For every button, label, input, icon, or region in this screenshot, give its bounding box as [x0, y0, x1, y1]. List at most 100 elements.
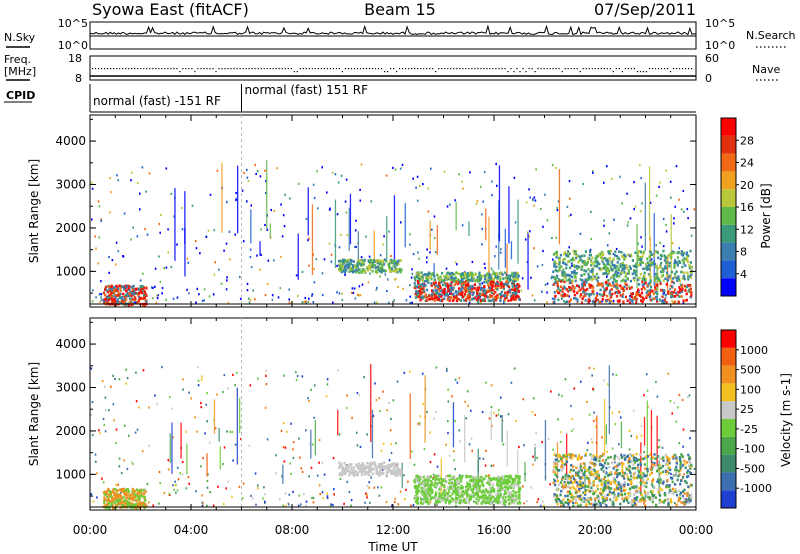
echo-cell	[466, 483, 470, 486]
echo-cell	[640, 236, 642, 239]
echo-cell	[551, 275, 553, 278]
echo-cell	[510, 297, 513, 300]
echo-cell	[312, 183, 315, 186]
echo-cell	[257, 484, 259, 487]
echo-cell	[475, 485, 478, 489]
echo-cell	[511, 493, 514, 497]
echo-cell	[115, 241, 118, 244]
echo-cell	[102, 417, 105, 421]
echo-cell	[590, 275, 593, 279]
echo-cell	[122, 285, 126, 289]
echo-cell	[380, 270, 383, 274]
echo-streak	[603, 398, 606, 456]
echo-cell	[690, 265, 693, 269]
echo-cell	[587, 298, 590, 301]
freq-dot	[414, 68, 416, 70]
echo-cell	[466, 390, 469, 393]
echo-streak	[219, 446, 221, 470]
echo-streak	[452, 402, 455, 448]
echo-cell	[429, 479, 432, 483]
echo-cell	[378, 397, 380, 400]
echo-cell	[579, 466, 582, 469]
echo-cell	[633, 208, 635, 211]
echo-cell	[656, 300, 659, 303]
echo-cell	[678, 286, 681, 289]
echo-cell	[436, 474, 439, 478]
echo-cell	[132, 284, 135, 288]
echo-cell	[117, 499, 120, 503]
echo-streak	[370, 363, 372, 442]
echo-cell	[372, 462, 375, 465]
echo-cell	[480, 495, 483, 499]
echo-cell	[607, 260, 610, 263]
echo-cell	[354, 245, 356, 248]
echo-cell	[172, 436, 174, 439]
echo-cell	[395, 267, 398, 271]
echo-cell	[113, 488, 116, 491]
echo-cell	[432, 477, 435, 481]
echo-cell	[341, 292, 343, 295]
freq-dot	[528, 68, 530, 70]
echo-cell	[642, 298, 645, 301]
echo-cell	[427, 486, 430, 490]
echo-cell	[489, 477, 492, 480]
echo-cell	[608, 493, 611, 496]
echo-cell	[176, 466, 179, 469]
echo-cell	[667, 276, 670, 279]
echo-cell	[430, 282, 433, 285]
echo-cell	[99, 300, 101, 303]
echo-cell	[139, 288, 142, 291]
echo-cell	[518, 481, 521, 484]
echo-cell	[502, 503, 504, 506]
echo-cell	[321, 491, 324, 494]
echo-cell	[118, 295, 121, 298]
echo-cell	[507, 487, 510, 490]
echo-streak	[349, 193, 352, 245]
echo-cell	[375, 288, 378, 291]
echo-cell	[386, 467, 389, 471]
echo-cell	[463, 274, 466, 277]
echo-cell	[146, 233, 149, 236]
freq-dot	[236, 68, 238, 70]
echo-cell	[353, 469, 356, 472]
echo-cell	[364, 501, 366, 504]
echo-cell	[610, 177, 613, 180]
echo-cell	[474, 477, 477, 480]
echo-cell	[610, 249, 613, 253]
echo-cell	[394, 497, 396, 500]
echo-cell	[656, 395, 659, 398]
echo-cell	[438, 488, 441, 491]
echo-cell	[591, 278, 594, 281]
echo-cell	[603, 224, 605, 227]
echo-cell	[212, 504, 215, 507]
echo-cell	[381, 464, 384, 467]
echo-cell	[127, 294, 130, 298]
echo-cell	[481, 243, 483, 246]
echo-cell	[488, 295, 491, 299]
echo-cell	[676, 256, 679, 259]
echo-cell	[569, 470, 572, 474]
echo-cell	[497, 284, 500, 287]
freq-dot	[149, 68, 151, 70]
echo-cell	[263, 486, 265, 489]
echo-cell	[570, 271, 574, 274]
freq-dot	[624, 68, 626, 70]
colorbar-swatch	[721, 224, 736, 243]
echo-cell	[655, 298, 659, 301]
echo-cell	[434, 497, 437, 501]
echo-cell	[368, 481, 371, 484]
echo-cell	[547, 437, 550, 441]
echo-cell	[138, 291, 141, 295]
echo-cell	[496, 293, 499, 297]
echo-cell	[639, 250, 643, 254]
echo-cell	[140, 494, 143, 497]
echo-cell	[497, 478, 500, 482]
echo-cell	[474, 500, 478, 504]
echo-cell	[265, 192, 267, 195]
echo-cell	[575, 256, 578, 260]
echo-cell	[152, 504, 154, 507]
echo-cell	[482, 457, 485, 460]
freq-dot	[323, 68, 325, 70]
echo-cell	[554, 277, 557, 281]
freq-dot	[251, 68, 253, 70]
